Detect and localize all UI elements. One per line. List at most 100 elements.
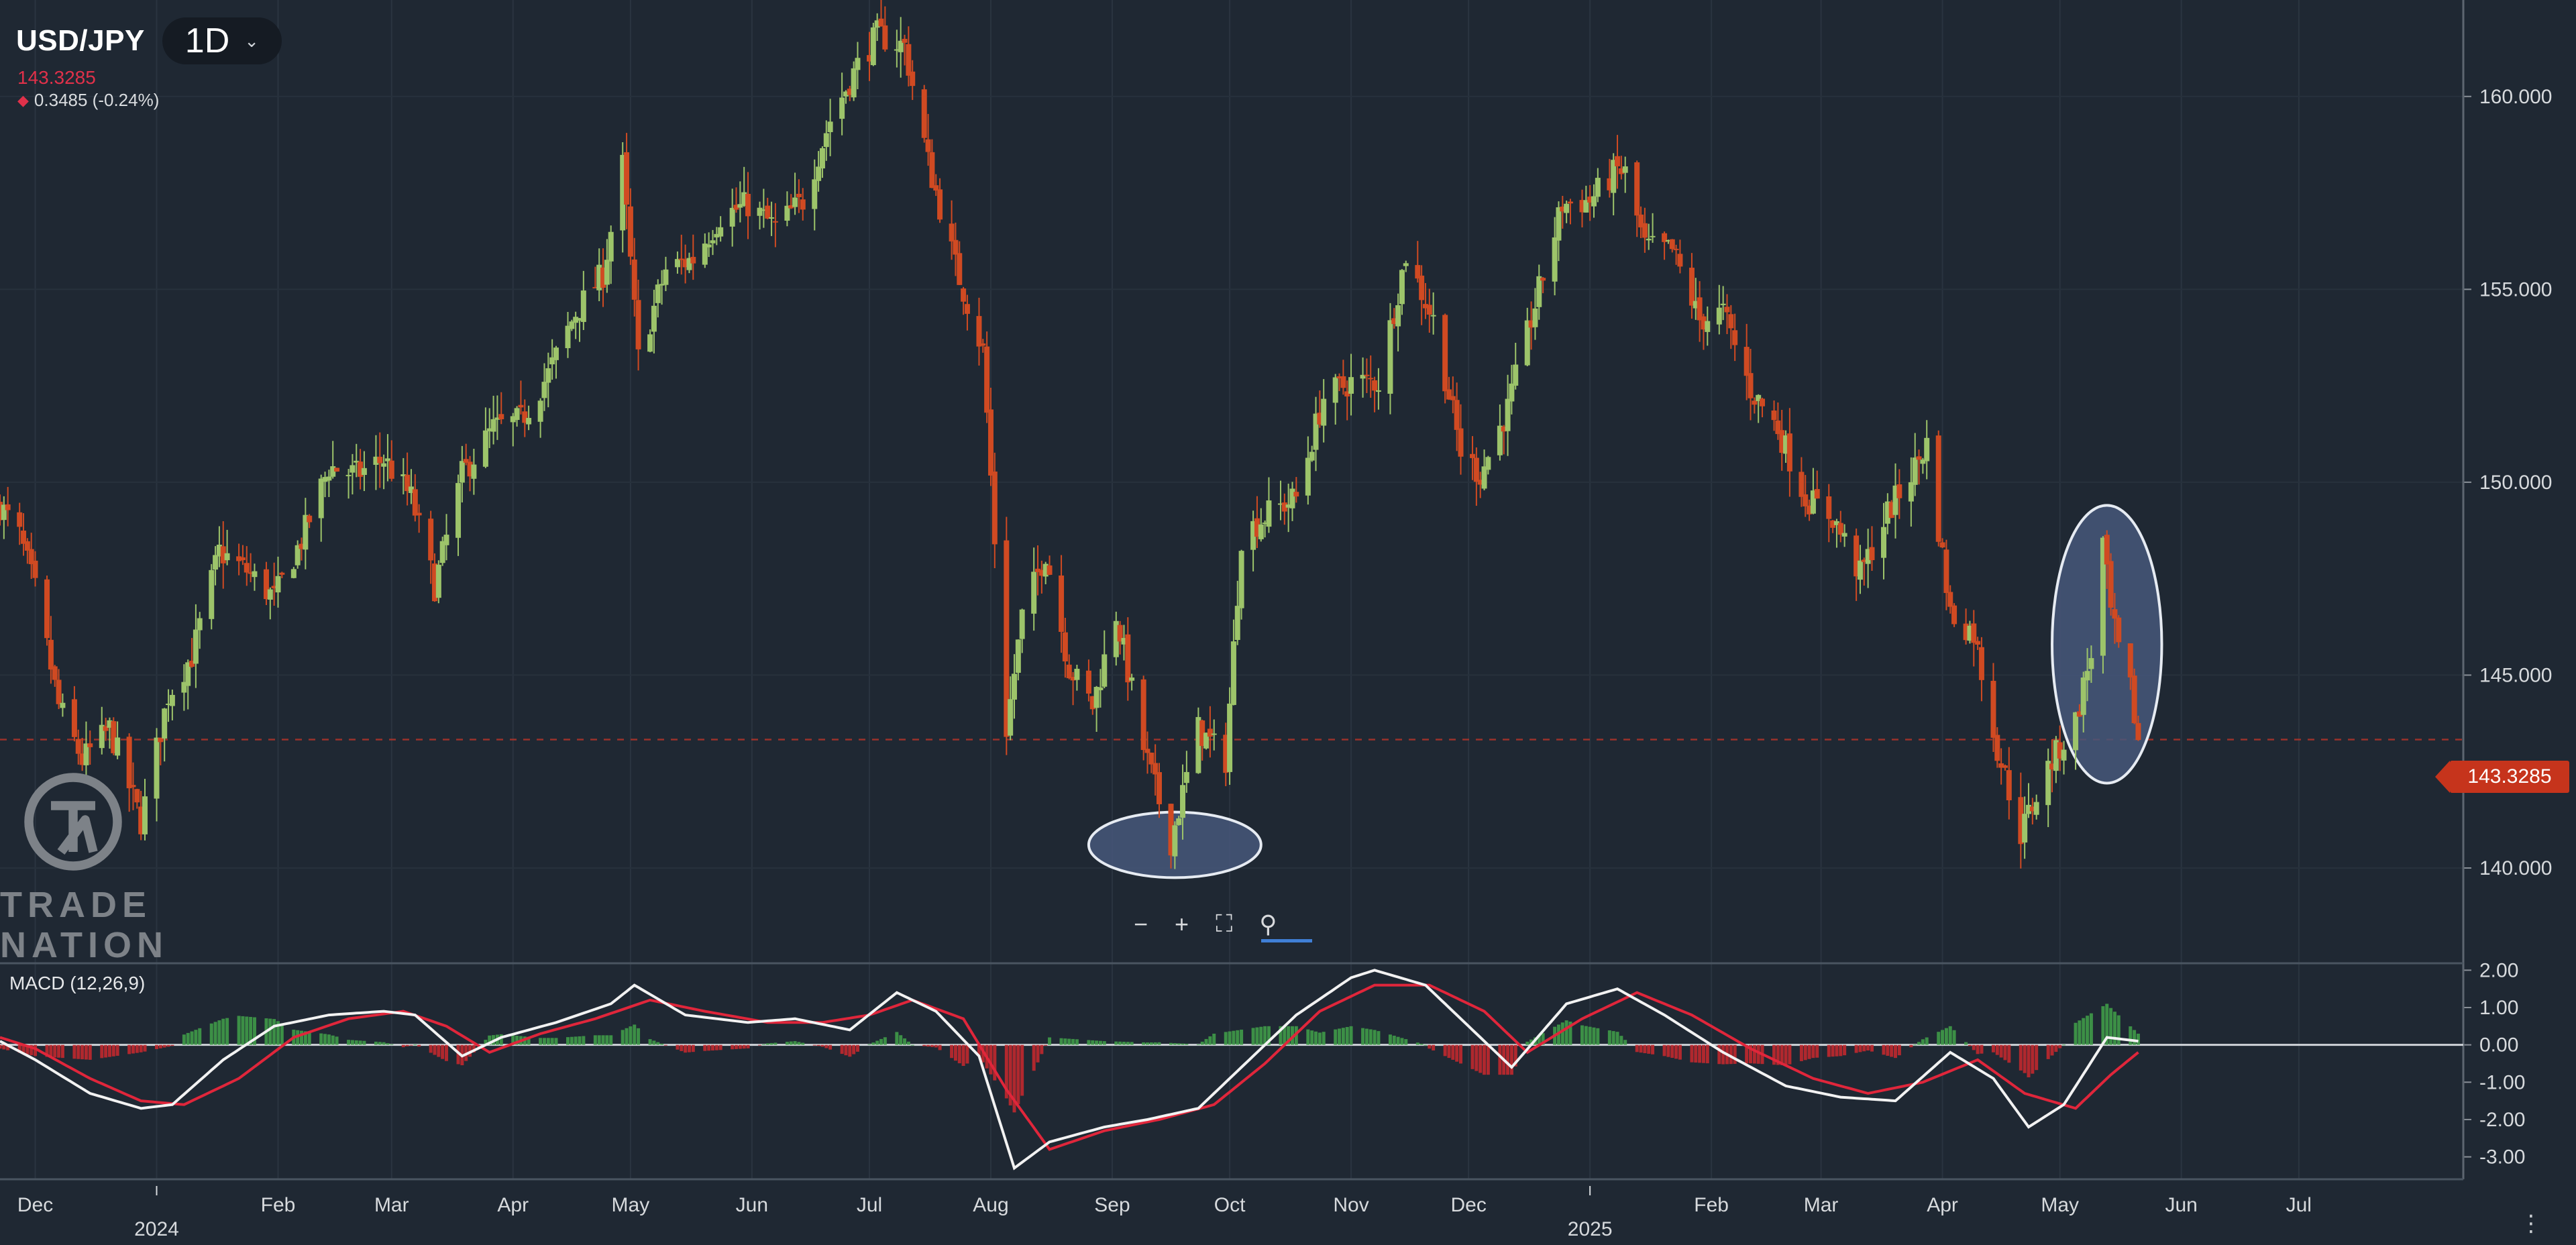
candle [1121,638,1127,645]
macd-histogram-bar [1509,1044,1513,1075]
candle [2053,740,2059,771]
macd-histogram-bar [1815,1044,1819,1058]
macd-histogram-bar [1279,1026,1283,1045]
zoom-in-icon[interactable]: + [1175,910,1189,938]
candle [882,25,888,50]
macd-histogram-bar [621,1030,625,1045]
current-price-tag: 143.3285 [2435,761,2569,793]
macd-histogram-bar [676,1044,680,1050]
candle [75,739,81,754]
macd-histogram-bar [1917,1042,1921,1045]
candle [334,468,340,472]
macd-histogram-bar [1044,1044,1048,1046]
macd-histogram-bar [934,1044,938,1048]
macd-histogram-bar [629,1026,633,1045]
candle [553,347,559,360]
candle [819,148,825,169]
candle [631,259,637,300]
candle [134,789,140,803]
macd-histogram-bar [390,1044,394,1045]
candle [1387,320,1393,394]
candle [1947,592,1953,607]
macd-histogram-bar [433,1044,437,1055]
macd-histogram-bar [225,1018,229,1045]
zoom-controls: − + ⛶ ⚲ [1134,910,1277,938]
macd-histogram-bar [550,1038,554,1045]
candle [1975,641,1981,645]
vertical-dots-icon[interactable]: ⋮ [2520,1211,2542,1236]
macd-histogram-bar [34,1044,38,1057]
candle [1716,307,1722,325]
macd-label: MACD (12,26,9) [9,973,146,993]
macd-histogram-bar [1784,1044,1788,1066]
macd-histogram-bar [566,1037,570,1045]
macd-histogram-bar [906,1041,910,1045]
macd-histogram-bar [527,1036,531,1045]
macd-histogram-bar [1377,1031,1381,1045]
candle [1650,235,1656,237]
macd-histogram-bar [852,1044,856,1054]
candle [267,589,273,600]
macd-histogram-bar [1745,1044,1749,1064]
symbol-label[interactable]: USD/JPY [16,24,145,57]
candle [729,207,735,227]
candle [1470,453,1476,458]
magnifier-reset-icon[interactable]: ⚲ [1259,910,1277,938]
macd-histogram-bar [1020,1044,1024,1096]
candle [1908,482,1914,502]
macd-histogram-bar [472,1044,476,1053]
candle [1293,492,1299,497]
logo-text-nation: NATION [0,925,168,965]
candle [107,720,113,728]
candle [580,290,586,322]
macd-histogram-bar [1228,1031,1232,1045]
candle [620,154,626,231]
macd-histogram-bar [115,1044,119,1056]
macd-histogram-bar [45,1044,49,1057]
macd-histogram-bar [1122,1041,1126,1045]
macd-histogram-bar [1114,1041,1118,1045]
macd-histogram-bar [88,1044,92,1060]
macd-histogram-bar [1749,1044,1753,1064]
candle [1677,254,1683,267]
candle [604,260,610,285]
candle [416,512,422,516]
macd-histogram-bar [1338,1028,1342,1045]
macd-histogram-bar [382,1042,386,1045]
macd-histogram-bar [139,1044,143,1052]
candle [1830,520,1836,528]
macd-histogram-bar [30,1044,34,1056]
macd-histogram-bar [217,1020,221,1045]
macd-histogram-bar [1843,1044,1847,1056]
candle [1117,625,1123,642]
zoom-out-icon[interactable]: − [1134,910,1148,938]
candle [870,27,876,66]
candle [682,259,688,268]
macd-histogram-bar [875,1040,879,1045]
candle [796,193,802,197]
candle [1814,489,1820,499]
candle [910,71,916,87]
candle [361,468,367,476]
candle [827,121,833,132]
candle [494,417,500,420]
macd-histogram-bar [824,1044,828,1048]
macd-histogram-bar [1236,1030,1240,1045]
candle [1701,316,1707,330]
candle [812,179,818,209]
macd-histogram-bar [1153,1042,1157,1045]
fit-screen-icon[interactable]: ⛶ [1216,910,1233,937]
macd-histogram-bar [166,1044,170,1047]
candle [1869,547,1875,561]
timeframe-selector[interactable]: 1D ⌄ [162,17,282,64]
candle [1227,703,1233,772]
macd-histogram-bar [158,1044,162,1048]
candle [902,38,908,43]
macd-histogram-bar [1925,1037,1929,1045]
macd-histogram-bar [1345,1027,1349,1045]
candle [1607,178,1613,191]
candle [2088,658,2094,669]
candle [1622,166,1628,173]
